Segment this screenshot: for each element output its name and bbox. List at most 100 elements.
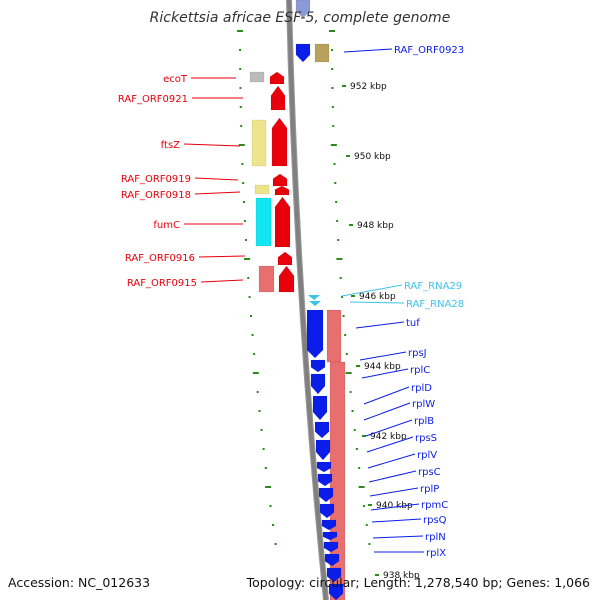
- accession-label: Accession: NC_012633: [8, 575, 151, 590]
- left-tick-mark: [252, 372, 259, 374]
- right-leader-line: [367, 453, 416, 469]
- left-tick-mark: [269, 505, 272, 507]
- ribosomal-gene-arrow: [323, 541, 339, 553]
- RAF_ORF0915-box: [258, 265, 275, 293]
- map-title: Rickettsia africae ESF-5, complete genom…: [149, 10, 451, 26]
- ribosomal-gene-arrow: [315, 439, 331, 461]
- left-gene-label: RAF_ORF0916: [125, 253, 195, 264]
- kbp-tick: [368, 504, 372, 506]
- right-gene-label: rpsS: [415, 433, 437, 444]
- left-tick-mark: [241, 163, 244, 165]
- right-tick-mark: [358, 486, 365, 488]
- right-tick-mark: [329, 30, 335, 32]
- ecoT-arrow: [269, 71, 285, 85]
- left-tick-mark: [237, 30, 243, 32]
- right-leader-line: [371, 518, 422, 523]
- ribosomal-gene-arrow: [312, 395, 328, 421]
- ribosomal-gene-arrow: [321, 519, 337, 531]
- right-leader-line: [363, 402, 411, 421]
- kbp-label: 944 kbp: [364, 362, 401, 372]
- left-leader-line: [200, 279, 244, 283]
- left-tick-mark: [265, 486, 272, 488]
- kbp-label: 940 kbp: [376, 501, 413, 511]
- left-gene-label: RAF_ORF0921: [118, 94, 188, 105]
- left-tick-mark: [248, 296, 251, 298]
- RAF_ORF0921-arrow: [270, 85, 286, 111]
- right-tick-mark: [345, 372, 352, 374]
- ribosomal-gene-arrow: [322, 531, 338, 541]
- kbp-label: 952 kbp: [350, 82, 387, 92]
- ecoT-gene: [249, 71, 265, 83]
- right-tick-mark: [331, 106, 334, 108]
- RAF_RNA29-mark: [308, 295, 320, 300]
- left-gene-label: RAF_ORF0918: [121, 190, 191, 201]
- right-gene-label: rplD: [411, 383, 432, 394]
- right-gene-label: rpmC: [421, 500, 448, 511]
- kbp-label: 942 kbp: [370, 432, 407, 442]
- left-tick-mark: [239, 87, 242, 89]
- left-tick-mark: [240, 125, 243, 127]
- right-gene-label: rpsQ: [423, 515, 447, 526]
- right-gene-label: rplV: [417, 450, 437, 461]
- left-gene-label: RAF_ORF0915: [127, 278, 197, 289]
- ribosomal-gene-arrow: [314, 421, 330, 439]
- right-gene-label: RAF_RNA28: [406, 299, 464, 310]
- left-leader-line: [194, 191, 241, 195]
- right-tick-mark: [330, 144, 337, 146]
- ribosomal-gene-arrow: [324, 553, 340, 567]
- left-tick-mark: [243, 220, 246, 222]
- right-tick-mark: [331, 87, 334, 89]
- fumC-box: [255, 197, 272, 247]
- RAF_ORF0919-arrow: [272, 173, 288, 187]
- ribosomal-gene-arrow: [328, 583, 344, 601]
- left-tick-mark: [242, 182, 245, 184]
- RAF_ORF0916-arrow: [277, 251, 293, 266]
- left-leader-line: [198, 255, 246, 258]
- kbp-label: 948 kbp: [357, 221, 394, 231]
- left-leader-line: [183, 143, 241, 147]
- left-gene-label: fumC: [153, 220, 180, 231]
- right-tick-mark: [331, 68, 334, 70]
- RAF_ORF0923-arrow: [295, 43, 311, 63]
- right-gene-label: rplX: [426, 548, 446, 559]
- tuf-arrow: [306, 309, 324, 359]
- right-tick-mark: [333, 163, 336, 165]
- left-gene-label: RAF_ORF0919: [121, 174, 191, 185]
- right-leader-line: [370, 503, 420, 511]
- right-tick-mark: [341, 296, 344, 298]
- right-tick-mark: [344, 334, 347, 336]
- right-gene-label: rpsC: [418, 467, 441, 478]
- right-tick-mark: [336, 258, 343, 260]
- left-tick-mark: [238, 144, 245, 146]
- RAF_ORF0915-arrow: [278, 265, 295, 293]
- right-leader-line: [355, 321, 405, 329]
- left-tick-mark: [244, 258, 251, 260]
- right-tick-mark: [345, 353, 348, 355]
- tuf-box: [326, 309, 342, 363]
- top-partial-arrow: [295, 0, 311, 19]
- kbp-tick: [349, 224, 353, 226]
- right-tick-mark: [351, 410, 354, 412]
- right-leader-line: [361, 368, 409, 379]
- kbp-label: 946 kbp: [359, 292, 396, 302]
- genome-summary: Topology: circular; Length: 1,278,540 bp…: [246, 575, 590, 590]
- left-tick-mark: [239, 68, 242, 70]
- left-tick-mark: [260, 429, 263, 431]
- right-gene-label: rplC: [410, 365, 430, 376]
- left-leader-line: [194, 177, 239, 181]
- RAF_ORF0923-box: [314, 43, 330, 63]
- right-leader-line: [372, 535, 424, 539]
- ftsZ-arrow: [271, 117, 288, 167]
- right-leader-line: [343, 48, 393, 53]
- kbp-tick: [351, 295, 355, 297]
- left-tick-mark: [244, 239, 247, 241]
- right-gene-label: RAF_ORF0923: [394, 45, 464, 56]
- kbp-label: 950 kbp: [354, 152, 391, 162]
- right-tick-mark: [336, 220, 339, 222]
- kbp-tick: [375, 574, 379, 576]
- kbp-tick: [346, 155, 350, 157]
- ribosomal-gene-arrow: [310, 359, 326, 373]
- kbp-tick: [356, 365, 360, 367]
- right-tick-mark: [332, 125, 335, 127]
